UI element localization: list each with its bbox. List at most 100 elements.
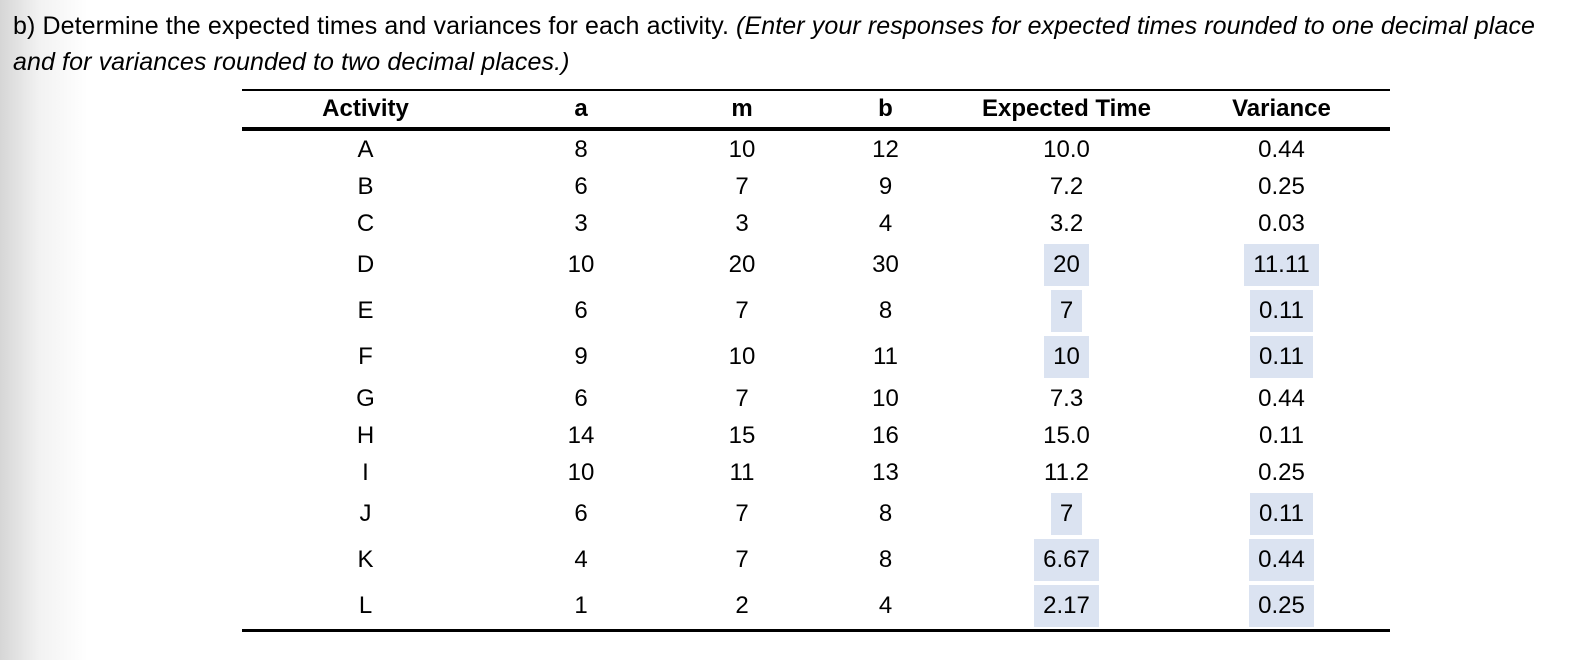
a-cell: 6 (574, 297, 588, 324)
table-row: B 6 7 9 7.2 0.25 (242, 168, 1390, 205)
expected-time-value-input[interactable]: 20 (1044, 244, 1089, 286)
b-cell: 10 (872, 384, 899, 412)
m-cell: 10 (728, 135, 756, 163)
question-instruction: b) Determine the expected times and vari… (13, 8, 1568, 80)
m-cell: 7 (735, 172, 749, 200)
a-cell: 6 (574, 172, 588, 200)
header-expected-time: Expected Time (982, 95, 1151, 122)
b-cell: 4 (878, 209, 893, 237)
variance-value: 0.44 (1258, 384, 1305, 412)
header-activity: Activity (322, 95, 409, 122)
table-body: A 8 10 12 10.0 0.44 B 6 7 9 7.2 0.25 C 3… (242, 131, 1390, 629)
page-edge-shading (0, 0, 88, 660)
m-cell: 7 (735, 546, 749, 573)
activity-cell: I (362, 458, 369, 486)
expected-time-value-input[interactable]: 7 (1050, 493, 1083, 535)
table-bottom-rule (242, 629, 1390, 632)
variance-value: 0.25 (1258, 172, 1305, 200)
activity-cell: L (358, 592, 373, 619)
expected-time-value: 11.2 (1044, 458, 1089, 486)
table-row: A 8 10 12 10.0 0.44 (242, 131, 1390, 168)
table-top-rule (242, 89, 1390, 91)
activity-cell: D (356, 251, 375, 278)
b-cell: 13 (872, 458, 899, 486)
variance-value-input[interactable]: 11.11 (1244, 244, 1319, 286)
m-cell: 3 (735, 209, 749, 237)
variance-value-input[interactable]: 0.11 (1250, 290, 1313, 332)
variance-value-input[interactable]: 0.44 (1249, 539, 1314, 581)
variance-value-input[interactable]: 0.25 (1249, 585, 1314, 627)
expected-time-value: 7.3 (1049, 384, 1084, 412)
activity-cell: K (357, 546, 374, 573)
table-header-rule (242, 127, 1390, 131)
expected-time-value: 7.2 (1049, 172, 1084, 200)
table-row: H 14 15 16 15.0 0.11 (242, 417, 1390, 454)
a-cell: 14 (567, 421, 595, 449)
table-row: D 10 20 30 20 11.11 (242, 242, 1390, 288)
table-row: G 6 7 10 7.3 0.44 (242, 380, 1390, 417)
variance-value-input[interactable]: 0.11 (1250, 493, 1313, 535)
table-row: I 10 11 13 11.2 0.25 (242, 454, 1390, 491)
a-cell: 3 (574, 209, 588, 237)
m-cell: 7 (735, 297, 749, 324)
a-cell: 1 (574, 592, 588, 619)
expected-time-value-input[interactable]: 2.17 (1034, 585, 1099, 627)
m-cell: 2 (735, 592, 749, 619)
activity-cell: G (356, 384, 375, 412)
expected-time-value-input[interactable]: 6.67 (1034, 539, 1099, 581)
m-cell: 15 (728, 421, 756, 449)
variance-value: 0.11 (1259, 421, 1304, 449)
table-row: C 3 3 4 3.2 0.03 (242, 205, 1390, 242)
a-cell: 8 (574, 135, 588, 163)
expected-time-value-input[interactable]: 10 (1044, 336, 1089, 378)
table-row: E 6 7 8 7 0.11 (242, 288, 1390, 334)
table-row: K 4 7 8 6.67 0.44 (242, 537, 1390, 583)
a-cell: 6 (574, 500, 588, 527)
instruction-note: (Enter your responses for expected times… (13, 12, 1536, 76)
a-cell: 10 (567, 251, 595, 278)
activity-cell: J (359, 500, 372, 527)
expected-time-value: 10.0 (1043, 135, 1090, 163)
header-a: a (574, 95, 588, 122)
variance-value-input[interactable]: 0.11 (1250, 336, 1313, 378)
table-header-row: Activity a m b Expected Time Variance (242, 91, 1390, 127)
a-cell: 10 (567, 458, 595, 486)
expected-time-value-input[interactable]: 7 (1050, 290, 1083, 332)
b-cell: 30 (872, 251, 899, 278)
activity-cell: A (357, 135, 374, 163)
a-cell: 9 (574, 343, 588, 370)
b-cell: 12 (872, 135, 899, 163)
activity-table: Activity a m b Expected Time Variance A … (242, 89, 1390, 632)
variance-value: 0.03 (1258, 209, 1305, 237)
m-cell: 7 (735, 384, 749, 412)
b-cell: 16 (872, 421, 899, 449)
activity-cell: B (357, 172, 374, 200)
variance-value: 0.44 (1258, 135, 1305, 163)
table-row: J 6 7 8 7 0.11 (242, 491, 1390, 537)
b-cell: 4 (878, 592, 893, 619)
activity-cell: H (356, 421, 375, 449)
table-row: F 9 10 11 10 0.11 (242, 334, 1390, 380)
b-cell: 11 (873, 343, 898, 370)
a-cell: 4 (574, 546, 588, 573)
activity-cell: F (358, 343, 373, 370)
a-cell: 6 (574, 384, 588, 412)
activity-cell: C (356, 209, 375, 237)
expected-time-value: 15.0 (1043, 421, 1090, 449)
b-cell: 8 (878, 546, 893, 573)
m-cell: 7 (735, 500, 749, 527)
instruction-text: b) Determine the expected times and vari… (13, 12, 737, 40)
header-m: m (731, 95, 753, 122)
b-cell: 9 (878, 172, 893, 200)
header-variance: Variance (1232, 95, 1331, 122)
b-cell: 8 (878, 500, 893, 527)
header-b: b (878, 95, 893, 122)
table-row: L 1 2 4 2.17 0.25 (242, 583, 1390, 629)
m-cell: 11 (729, 458, 755, 486)
m-cell: 20 (728, 251, 756, 278)
activity-cell: E (357, 297, 374, 324)
b-cell: 8 (878, 297, 893, 324)
expected-time-value: 3.2 (1049, 209, 1084, 237)
m-cell: 10 (728, 343, 756, 370)
variance-value: 0.25 (1258, 458, 1305, 486)
